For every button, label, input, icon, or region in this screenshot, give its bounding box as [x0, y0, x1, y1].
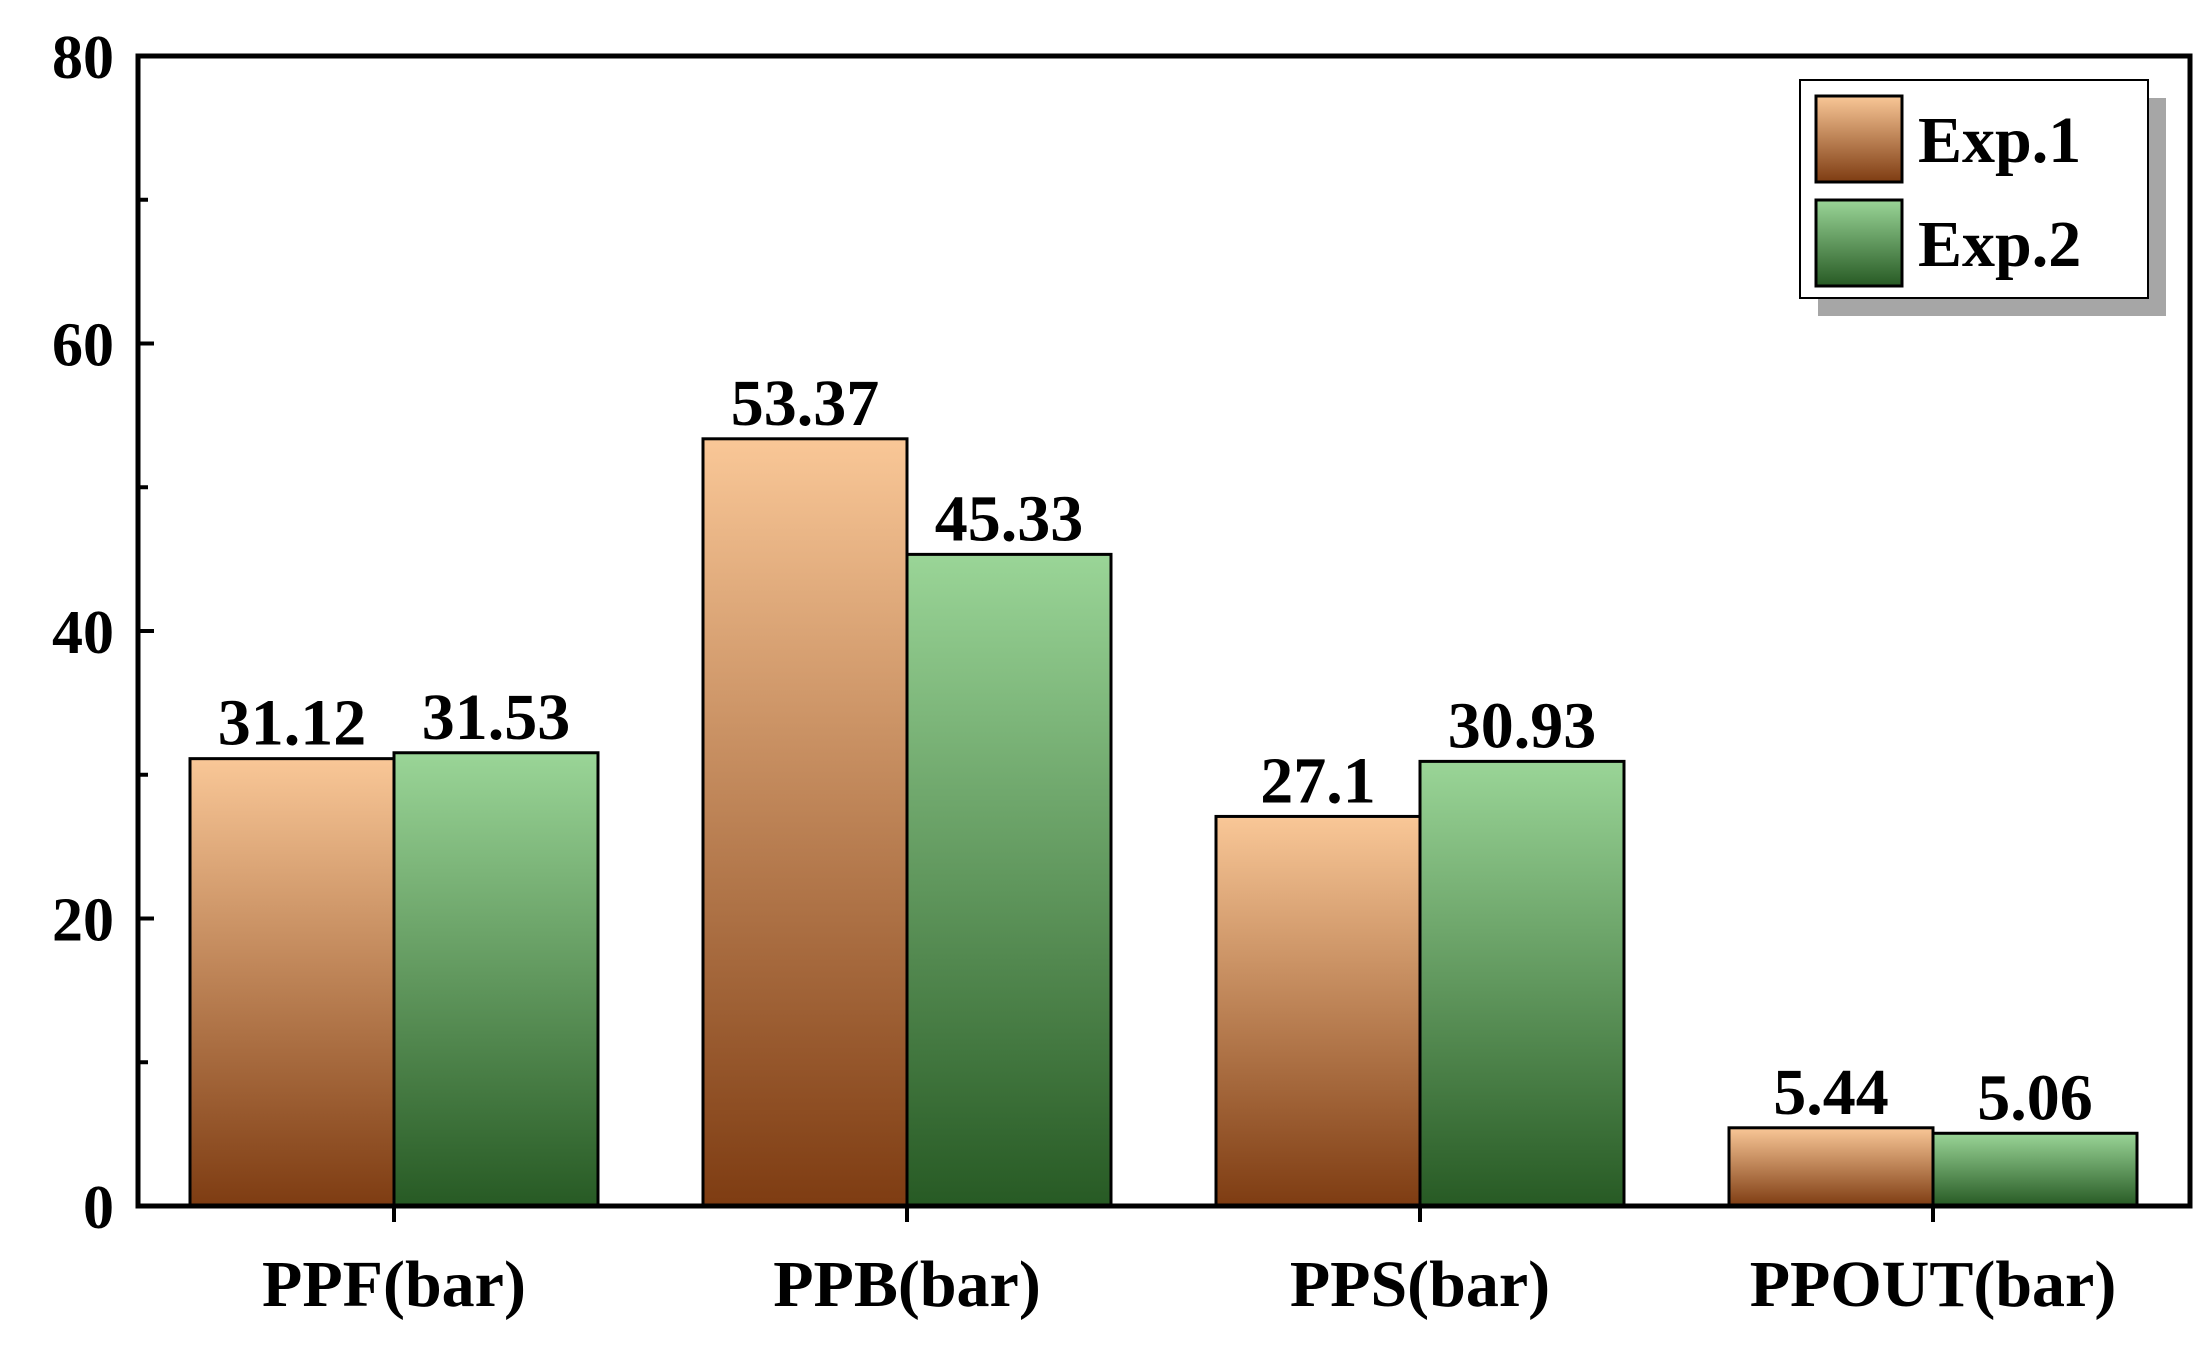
legend: Exp.1 Exp.2	[1799, 79, 2166, 316]
y-tick-label: 20	[52, 887, 114, 955]
x-tick-label: PPOUT(bar)	[1750, 1248, 2117, 1321]
value-label: 27.1	[1260, 744, 1376, 817]
bar-exp1-ppfbar	[188, 757, 396, 1208]
bar-exp1-ppsbar	[1214, 814, 1422, 1208]
legend-swatch-exp1	[1814, 94, 1904, 184]
bars-layer	[188, 437, 2139, 1208]
value-label: 53.37	[731, 367, 880, 440]
bar-exp2-ppbbar	[905, 552, 1113, 1208]
bar-exp1-ppbbar	[701, 437, 909, 1208]
y-tick-label: 60	[52, 312, 114, 380]
value-label: 31.12	[218, 687, 367, 760]
x-tick-label: PPS(bar)	[1290, 1248, 1550, 1321]
legend-label: Exp.2	[1918, 208, 2081, 281]
axes-layer: PPF(bar) PPB(bar) PPS(bar) PPOUT(bar) 0 20 40 6…	[52, 24, 2193, 1321]
value-labels-layer: 31.12 31.53 53.37 45.33 27.1 30.93 5.44 5.06	[218, 367, 2093, 1134]
y-tick-label: 40	[52, 599, 114, 667]
x-tick-label: PPF(bar)	[262, 1248, 526, 1321]
bar-exp1-ppoutbar	[1727, 1126, 1935, 1208]
bar-exp2-ppfbar	[392, 751, 600, 1208]
value-label: 5.44	[1773, 1056, 1889, 1129]
bar-exp2-ppsbar	[1418, 759, 1626, 1208]
value-label: 5.06	[1977, 1061, 2093, 1134]
value-label: 30.93	[1448, 689, 1597, 762]
value-label: 45.33	[935, 482, 1084, 555]
x-tick-label: PPB(bar)	[773, 1248, 1041, 1321]
y-tick-label: 0	[83, 1174, 114, 1242]
legend-swatch-exp2	[1814, 198, 1904, 288]
value-label: 31.53	[422, 681, 571, 754]
legend-label: Exp.1	[1918, 104, 2081, 177]
y-tick-label: 80	[52, 24, 114, 92]
bar-exp2-ppoutbar	[1931, 1131, 2139, 1208]
